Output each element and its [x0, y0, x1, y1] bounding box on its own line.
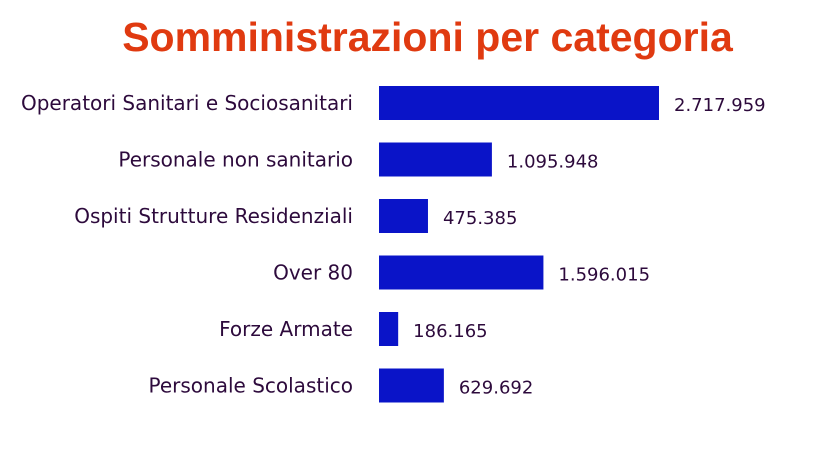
- data-label: 1.596.015: [558, 265, 650, 286]
- category-label: Over 80: [273, 261, 353, 285]
- category-label: Ospiti Strutture Residenziali: [74, 204, 353, 228]
- bar: [379, 142, 492, 177]
- category-label: Personale non sanitario: [118, 148, 353, 172]
- data-label: 629.692: [459, 378, 533, 399]
- bar: [379, 312, 399, 346]
- bar: [379, 86, 659, 120]
- data-label: 2.717.959: [674, 95, 766, 116]
- category-label: Operatori Sanitari e Sociosanitari: [21, 91, 353, 115]
- data-label: 1.095.948: [507, 152, 599, 173]
- category-label: Personale Scolastico: [149, 374, 353, 398]
- bar: [379, 255, 544, 290]
- data-label: 475.385: [443, 208, 517, 229]
- data-label: 186.165: [413, 321, 487, 342]
- chart-title: Somministrazioni per categoria: [122, 14, 733, 60]
- category-label: Forze Armate: [219, 317, 353, 341]
- bar: [379, 368, 444, 403]
- bar: [379, 199, 428, 233]
